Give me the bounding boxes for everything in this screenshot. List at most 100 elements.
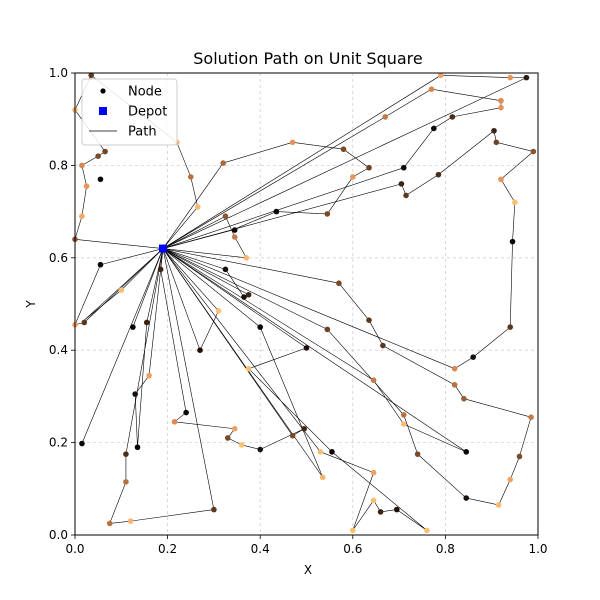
node-marker bbox=[231, 425, 238, 432]
node-marker bbox=[435, 171, 442, 178]
node-marker bbox=[449, 114, 456, 120]
route-path bbox=[162, 248, 428, 531]
node-marker bbox=[197, 347, 203, 354]
chart-title: Solution Path on Unit Square bbox=[193, 49, 423, 68]
x-tick-label: 0.8 bbox=[436, 542, 455, 556]
node-marker bbox=[393, 506, 400, 513]
y-tick-label: 0.6 bbox=[49, 251, 68, 265]
node-marker bbox=[245, 291, 252, 298]
node-marker bbox=[319, 474, 326, 481]
node-marker bbox=[370, 469, 377, 476]
node-marker bbox=[245, 365, 252, 372]
x-axis-label: X bbox=[304, 563, 312, 577]
node-marker bbox=[123, 451, 129, 457]
node-marker bbox=[257, 446, 264, 453]
node-marker bbox=[340, 146, 347, 153]
node-marker bbox=[512, 199, 518, 206]
node-marker bbox=[95, 153, 101, 159]
node-marker bbox=[83, 183, 90, 189]
node-marker bbox=[370, 497, 377, 504]
node-marker bbox=[102, 148, 108, 155]
legend-depot-label: Depot bbox=[128, 105, 167, 120]
node-marker bbox=[157, 266, 164, 273]
node-marker bbox=[366, 317, 372, 323]
y-tick-label: 0.8 bbox=[49, 158, 68, 172]
node-marker bbox=[523, 74, 530, 81]
node-marker bbox=[461, 395, 467, 402]
node-marker bbox=[414, 451, 421, 457]
node-marker bbox=[231, 234, 238, 240]
node-marker bbox=[493, 139, 500, 146]
node-marker bbox=[224, 435, 231, 441]
node-markers bbox=[72, 72, 537, 534]
node-marker bbox=[88, 72, 95, 79]
node-marker bbox=[79, 440, 85, 447]
route-path bbox=[162, 248, 324, 478]
node-marker bbox=[400, 421, 407, 427]
node-marker bbox=[222, 266, 229, 273]
node-marker bbox=[241, 294, 247, 300]
node-marker bbox=[470, 354, 476, 360]
legend-path-label: Path bbox=[128, 125, 157, 140]
node-marker bbox=[134, 444, 141, 451]
node-marker bbox=[366, 164, 372, 171]
y-axis-ticks: 0.0 0.2 0.4 0.6 0.8 1.0 bbox=[49, 66, 75, 542]
node-marker bbox=[146, 372, 152, 379]
legend-depot-marker bbox=[99, 107, 107, 115]
node-marker bbox=[431, 125, 437, 132]
node-marker bbox=[382, 114, 389, 120]
legend-node-label: Node bbox=[128, 85, 162, 100]
node-marker bbox=[132, 391, 138, 397]
node-marker bbox=[463, 495, 470, 501]
node-marker bbox=[329, 449, 335, 455]
route-path bbox=[134, 248, 164, 448]
node-marker bbox=[324, 211, 331, 217]
node-marker bbox=[491, 127, 497, 134]
node-marker bbox=[350, 527, 356, 534]
x-tick-label: 0.2 bbox=[158, 542, 177, 556]
y-tick-label: 0.0 bbox=[49, 528, 68, 542]
node-marker bbox=[257, 324, 264, 330]
node-marker bbox=[273, 208, 280, 215]
x-axis-ticks: 0.0 0.2 0.4 0.6 0.8 1.0 bbox=[65, 535, 548, 556]
node-marker bbox=[215, 308, 222, 314]
node-marker bbox=[530, 148, 537, 155]
node-marker bbox=[301, 425, 307, 432]
node-marker bbox=[79, 162, 85, 169]
node-marker bbox=[498, 104, 504, 111]
node-marker bbox=[424, 527, 430, 534]
node-marker bbox=[289, 432, 296, 439]
node-marker bbox=[516, 453, 523, 460]
node-marker bbox=[79, 213, 85, 220]
node-marker bbox=[183, 409, 189, 416]
node-marker bbox=[380, 342, 386, 349]
y-tick-label: 0.4 bbox=[49, 343, 68, 357]
y-tick-label: 1.0 bbox=[49, 66, 68, 80]
node-marker bbox=[509, 238, 516, 245]
node-marker bbox=[498, 97, 504, 104]
node-marker bbox=[171, 419, 178, 425]
node-marker bbox=[507, 476, 514, 483]
node-marker bbox=[222, 213, 229, 220]
node-marker bbox=[243, 254, 250, 261]
node-marker bbox=[97, 261, 104, 268]
node-marker bbox=[97, 176, 104, 183]
node-marker bbox=[528, 414, 534, 420]
node-marker bbox=[238, 442, 245, 448]
node-marker bbox=[495, 502, 502, 508]
node-marker bbox=[303, 345, 310, 351]
depot-marker-group bbox=[158, 244, 167, 253]
node-marker bbox=[400, 164, 407, 171]
node-marker bbox=[231, 227, 238, 233]
x-tick-label: 1.0 bbox=[528, 542, 547, 556]
legend-node-marker bbox=[100, 88, 106, 94]
y-axis-label: Y bbox=[24, 300, 38, 309]
node-marker bbox=[123, 479, 129, 485]
legend-box bbox=[81, 78, 178, 146]
node-marker bbox=[187, 174, 194, 180]
node-marker bbox=[194, 204, 201, 210]
node-marker bbox=[463, 449, 470, 455]
node-marker bbox=[289, 139, 296, 146]
node-marker bbox=[428, 86, 435, 92]
